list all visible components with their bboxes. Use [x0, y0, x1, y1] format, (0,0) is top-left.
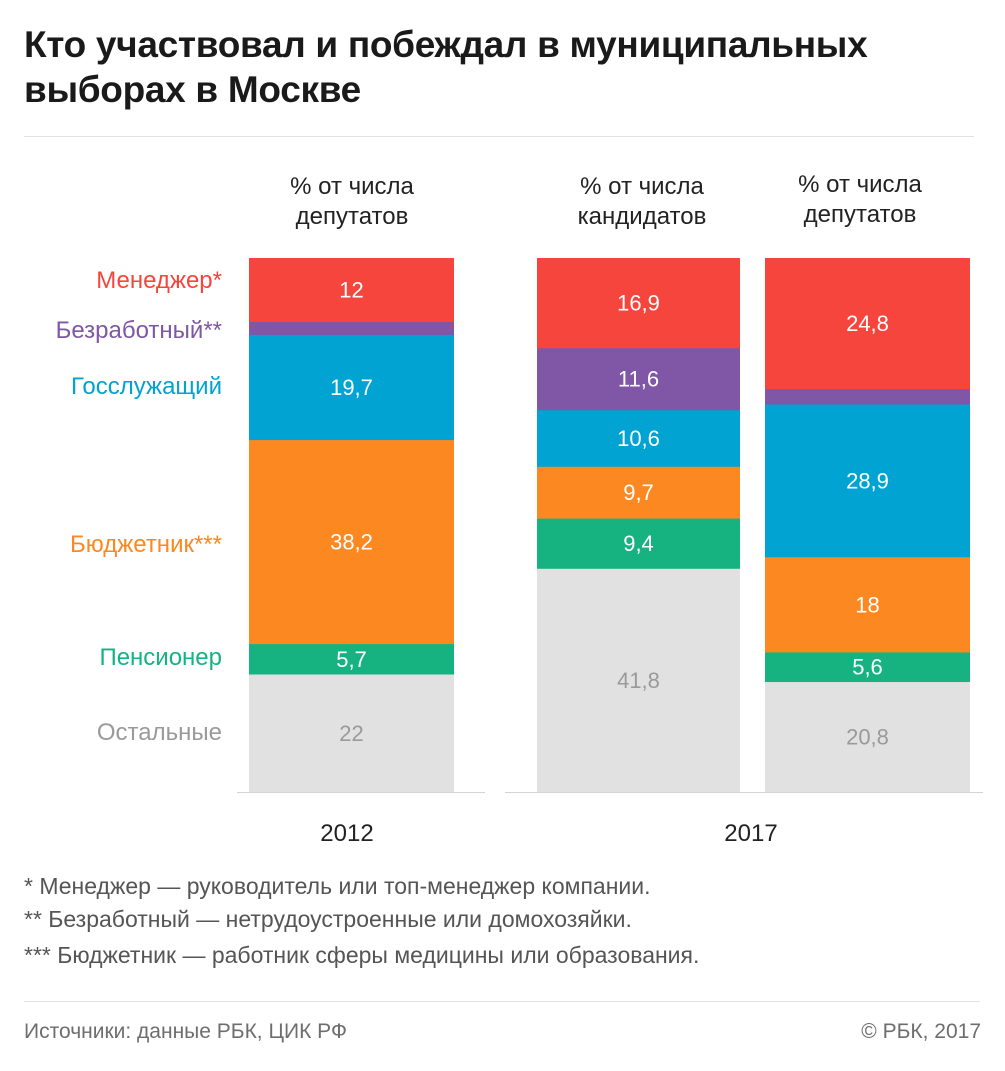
data-label-2017-candidates-civil-servant: 10,6: [617, 426, 660, 451]
category-label-other: Остальные: [96, 719, 222, 746]
data-label-2017-deputies-other: 20,8: [846, 725, 889, 750]
footnote-unemployed: ** Безработный — нетрудоустроенные или д…: [24, 906, 632, 932]
data-label-2017-deputies-civil-servant: 28,9: [846, 468, 889, 493]
category-label-budget-worker: Бюджетник***: [69, 531, 222, 558]
category-label-manager: Менеджер*: [96, 267, 222, 294]
category-label-civil-servant: Госслужащий: [71, 373, 222, 400]
data-label-2017-deputies-pensioner: 5,6: [852, 655, 883, 680]
bar-segment-2012-deputies-budget-worker: [249, 440, 454, 645]
bar-segment-2012-deputies-civil-servant: [249, 334, 454, 441]
column-header-2017-deputies: % от числа депутатов: [798, 171, 922, 228]
category-label-unemployed: Безработный**: [55, 317, 222, 344]
group-label-2012: 2012: [320, 820, 374, 847]
title-divider: [24, 136, 974, 137]
category-label-pensioner: Пенсионер: [99, 644, 222, 671]
footer-divider: [24, 1001, 980, 1002]
axis-line-2017: [505, 792, 983, 793]
data-label-2017-deputies-manager: 24,8: [846, 311, 889, 336]
data-label-2012-deputies-manager: 12: [339, 278, 363, 303]
data-label-2012-deputies-other: 22: [339, 721, 363, 746]
data-label-2017-candidates-budget-worker: 9,7: [623, 480, 654, 505]
data-label-2017-candidates-manager: 16,9: [617, 291, 660, 316]
bar-segment-2017-deputies-civil-servant: [765, 404, 970, 558]
bar-segment-2012-deputies-pensioner: [249, 644, 454, 675]
footnote-manager: * Менеджер — руководитель или топ-менедж…: [24, 873, 651, 899]
bar-segment-2017-candidates-other: [537, 568, 740, 793]
column-header-2017-candidates: % от числа кандидатов: [577, 173, 707, 230]
bar-segment-2017-deputies-unemployed: [765, 389, 970, 405]
bar-segment-2017-deputies-other: [765, 682, 970, 793]
data-label-2017-deputies-budget-worker: 18: [855, 592, 879, 617]
data-label-2012-deputies-budget-worker: 38,2: [330, 530, 373, 555]
source-note: Источники: данные РБК, ЦИК РФ: [24, 1020, 347, 1043]
bar-segment-2012-deputies-unemployed: [249, 322, 454, 336]
bar-segment-2017-candidates-budget-worker: [537, 466, 740, 519]
chart-title: Кто участвовал и побеждал в муниципальны…: [24, 24, 868, 110]
data-label-2012-deputies-civil-servant: 19,7: [330, 375, 373, 400]
bar-segment-2017-deputies-budget-worker: [765, 557, 970, 653]
group-label-2017: 2017: [724, 820, 778, 847]
copyright: © РБК, 2017: [861, 1020, 981, 1043]
axis-line-2012: [237, 792, 485, 793]
bar-segment-2017-deputies-pensioner: [765, 652, 970, 683]
data-label-2017-candidates-pensioner: 9,4: [623, 531, 654, 556]
bar-segment-2017-candidates-manager: [537, 258, 740, 349]
data-label-2017-candidates-other: 41,8: [617, 668, 660, 693]
bar-segment-2017-candidates-civil-servant: [537, 410, 740, 468]
bar-segment-2017-candidates-unemployed: [537, 348, 740, 411]
footnote-budget-worker: *** Бюджетник — работник сферы медицины …: [24, 942, 700, 968]
bar-segment-2012-deputies-other: [249, 674, 454, 793]
data-label-2017-candidates-unemployed: 11,6: [618, 367, 659, 392]
bar-segment-2017-candidates-pensioner: [537, 518, 740, 570]
bar-segment-2017-deputies-manager: [765, 258, 970, 390]
bar-segment-2012-deputies-manager: [249, 258, 454, 323]
column-header-2012-deputies: % от числа депутатов: [290, 173, 414, 230]
data-label-2012-deputies-pensioner: 5,7: [336, 647, 367, 672]
